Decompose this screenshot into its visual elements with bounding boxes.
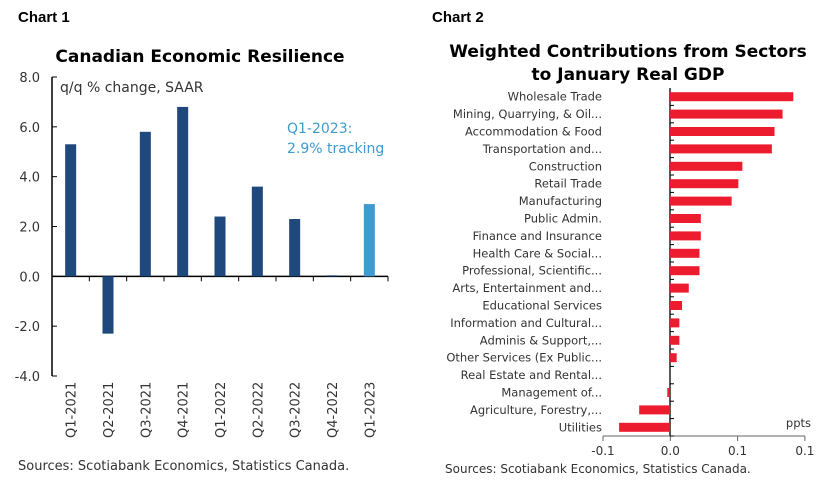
bar: [670, 92, 794, 102]
category-label: Construction: [529, 159, 602, 173]
chart1-header: Chart 1: [18, 9, 70, 26]
bar: [670, 196, 732, 206]
chart2: Weighted Contributions from Sectors to J…: [445, 42, 814, 476]
bar: [670, 214, 701, 223]
category-label: Professional, Scientific...: [462, 264, 602, 278]
category-label: Finance and Insurance: [473, 229, 602, 243]
category-label: Manufacturing: [519, 194, 602, 208]
category-label: Adminis & Support,...: [480, 333, 602, 347]
bar: [670, 144, 772, 154]
bar: [326, 275, 338, 277]
category-label: Utilities: [559, 420, 602, 434]
x-tick-label: Q1-2021: [65, 382, 80, 438]
bar: [670, 231, 701, 241]
chart1-annotation-line2: 2.9% tracking: [287, 141, 384, 157]
bar: [177, 106, 189, 277]
bar: [670, 266, 700, 276]
bar: [251, 186, 263, 277]
category-label: Agriculture, Forestry,...: [470, 403, 602, 417]
chart2-header: Chart 2: [432, 9, 484, 26]
bar: [667, 388, 670, 397]
chart2-title-line2: to January Real GDP: [532, 65, 725, 85]
chart1-source: Sources: Scotiabank Economics, Statistic…: [18, 459, 349, 474]
x-tick-label: Q4-2022: [326, 382, 341, 438]
x-tick-label: Q1-2023: [363, 382, 378, 438]
bar: [619, 422, 670, 432]
y-tick-label: 6.0: [19, 121, 40, 136]
category-label: Other Services (Ex Public...: [446, 351, 602, 365]
category-label: Real Estate and Rental...: [461, 368, 602, 382]
chart1-annotation-line1: Q1-2023:: [287, 121, 352, 137]
bar: [289, 219, 301, 277]
bar: [639, 405, 670, 415]
category-label: Retail Trade: [534, 177, 602, 191]
bar: [670, 179, 739, 189]
category-label: Accommodation & Food: [465, 125, 602, 139]
category-label: Health Care & Social...: [473, 246, 602, 260]
bar: [214, 216, 226, 277]
bar: [670, 335, 680, 345]
category-label: Mining, Quarrying, & Oil...: [453, 107, 602, 121]
x-tick-label: Q3-2021: [139, 382, 154, 438]
y-tick-label: 2.0: [19, 221, 40, 236]
chart2-source: Sources: Scotiabank Economics, Statistic…: [445, 462, 751, 476]
bar: [670, 353, 677, 363]
bar: [102, 276, 114, 334]
category-label: Information and Cultural...: [450, 316, 602, 330]
bar: [139, 131, 151, 277]
x-tick-label: Q2-2022: [251, 382, 266, 438]
chart2-unit-label: ppts: [786, 416, 811, 430]
category-label: Wholesale Trade: [508, 90, 602, 104]
y-tick-label: -2.0: [15, 320, 40, 335]
x-tick-label: Q3-2022: [289, 382, 304, 438]
bar: [670, 109, 783, 119]
chart1: Canadian Economic Resilience q/q % chang…: [15, 47, 389, 474]
x-tick-label: -0.1: [591, 444, 614, 458]
category-label: Transportation and...: [482, 142, 602, 156]
y-tick-label: 4.0: [19, 171, 40, 186]
x-tick-label: 0.0: [661, 444, 680, 458]
y-tick-label: 8.0: [19, 71, 40, 86]
category-label: Public Admin.: [524, 212, 602, 226]
category-label: Educational Services: [482, 299, 602, 313]
bar: [670, 318, 680, 328]
x-tick-label: 0.1: [795, 444, 814, 458]
bar: [363, 204, 375, 277]
bar: [670, 283, 689, 293]
x-tick-label: Q1-2022: [214, 382, 229, 438]
x-tick-label: Q4-2021: [177, 382, 192, 438]
chart1-title: Canadian Economic Resilience: [55, 47, 344, 67]
category-label: Arts, Entertainment and...: [452, 281, 602, 295]
bar: [670, 248, 700, 258]
x-tick-label: 0.1: [728, 444, 747, 458]
x-tick-label: Q2-2021: [102, 382, 117, 438]
y-tick-label: -4.0: [15, 370, 40, 385]
y-tick-label: 0.0: [19, 270, 40, 285]
chart2-title-line1: Weighted Contributions from Sectors: [449, 42, 806, 62]
chart1-subtitle: q/q % change, SAAR: [60, 80, 204, 96]
bar: [670, 127, 775, 136]
bar: [670, 301, 683, 310]
bar: [65, 144, 77, 277]
category-label: Management of...: [501, 386, 602, 400]
bar: [670, 161, 743, 171]
